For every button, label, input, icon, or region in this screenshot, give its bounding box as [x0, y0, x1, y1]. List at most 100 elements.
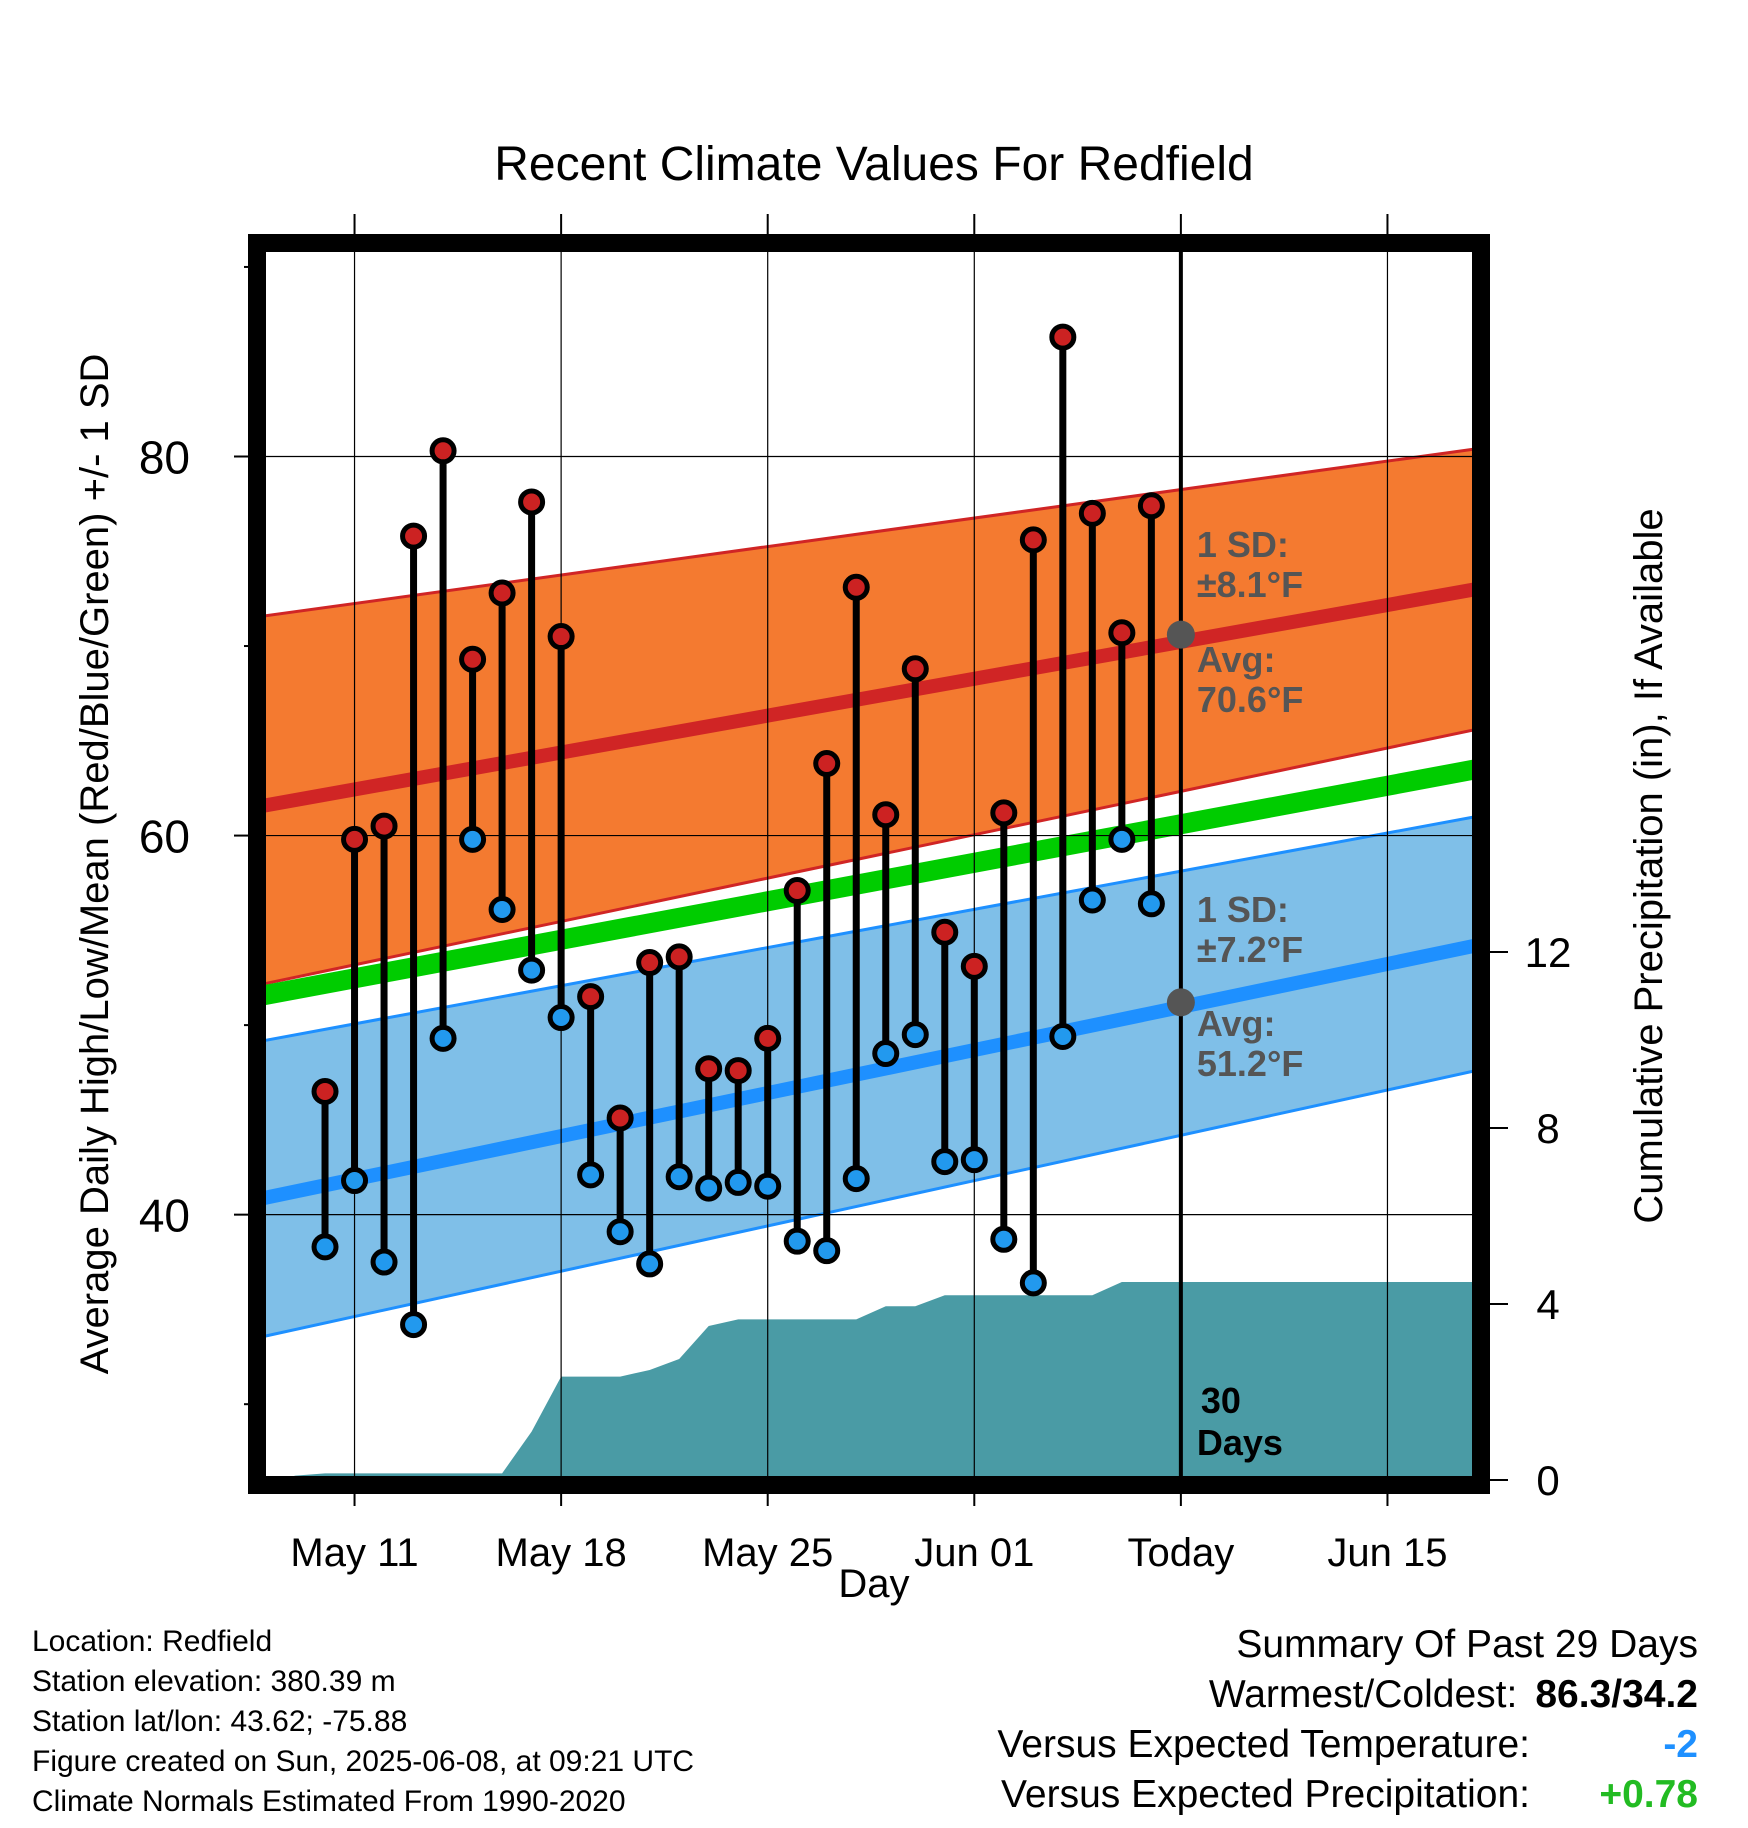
x-axis-label: Day [838, 1562, 909, 1606]
daily-low-point [872, 1040, 900, 1068]
daily-low-point [724, 1168, 752, 1196]
summary-temp-row: Versus Expected Temperature: -2 [997, 1720, 1698, 1770]
daily-values [311, 323, 1165, 1339]
daily-high-point [1108, 619, 1136, 647]
daily-high-point [311, 1077, 339, 1105]
precip-label: Versus Expected Precipitation: [1001, 1773, 1530, 1816]
daily-low-point [960, 1146, 988, 1174]
daily-low-point [459, 825, 487, 853]
summary-warmest-row: Warmest/Coldest: 86.3/34.2 [997, 1670, 1698, 1720]
daily-low-point [606, 1218, 634, 1246]
days-unit-label: Days [1197, 1422, 1283, 1463]
climate-chart: Recent Climate Values For Redfield 1 SD:… [73, 138, 1671, 1606]
daily-high-point [842, 573, 870, 601]
y-axis-right-label: Cumulative Precipitation (in), If Availa… [1627, 508, 1671, 1223]
daily-low-point [577, 1161, 605, 1189]
summary-panel: Summary Of Past 29 Days Warmest/Coldest:… [997, 1620, 1698, 1820]
elevation-text: Station elevation: 380.39 m [32, 1665, 396, 1698]
daily-low-point [1078, 886, 1106, 914]
y-right-tick-label: 4 [1536, 1281, 1559, 1328]
daily-high-point [488, 579, 516, 607]
daily-low-point [813, 1237, 841, 1265]
daily-low-point [665, 1163, 693, 1191]
high-sd-value: ±8.1°F [1197, 564, 1303, 605]
daily-low-point [370, 1248, 398, 1276]
daily-high-point [901, 655, 929, 683]
daily-low-point [488, 895, 516, 923]
daily-high-point [990, 799, 1018, 827]
y-right-tick-label: 12 [1525, 929, 1572, 976]
daily-low-point [695, 1174, 723, 1202]
daily-high-point [724, 1057, 752, 1085]
created-text: Figure created on Sun, 2025-06-08, at 09… [32, 1745, 695, 1778]
daily-high-point [695, 1055, 723, 1083]
y-tick-label: 80 [139, 431, 190, 483]
daily-high-point [754, 1024, 782, 1052]
low-avg-marker [1166, 988, 1195, 1017]
y-right-tick-label: 0 [1536, 1457, 1559, 1504]
precipitation-area [274, 1282, 1476, 1480]
latlon-text: Station lat/lon: 43.62; -75.88 [32, 1705, 408, 1738]
daily-high-point [931, 918, 959, 946]
warmest-value: 86.3/34.2 [1535, 1673, 1698, 1716]
daily-high-point [783, 877, 811, 905]
daily-high-point [1137, 492, 1165, 520]
daily-low-point [931, 1148, 959, 1176]
low-avg-label: Avg: [1197, 1003, 1276, 1044]
daily-low-point [1049, 1022, 1077, 1050]
plot-frame [248, 234, 1490, 1494]
y-right-tick-label: 8 [1536, 1105, 1559, 1152]
low-sd-value: ±7.2°F [1197, 929, 1303, 970]
daily-high-point [547, 623, 575, 651]
precip-cumulative-area [274, 1282, 1476, 1480]
high-sd-label: 1 SD: [1197, 524, 1289, 565]
temp-label: Versus Expected Temperature: [997, 1723, 1530, 1766]
daily-low-point [1019, 1269, 1047, 1297]
daily-low-point [1137, 890, 1165, 918]
station-info: Location: Redfield Station elevation: 38… [32, 1622, 694, 1822]
daily-high-point [400, 522, 428, 550]
high-sd-band [262, 448, 1476, 985]
high-avg-value: 70.6°F [1197, 679, 1303, 720]
y-tick-label: 40 [139, 1190, 190, 1242]
daily-low-point [518, 956, 546, 984]
x-tick-label: Jun 01 [914, 1531, 1034, 1575]
axes: May 11 May 18 May 25 Jun 01 Today Jun 1540608… [139, 214, 1572, 1575]
daily-high-point [429, 437, 457, 465]
y-tick-label: 60 [139, 811, 190, 863]
low-lower-line [262, 1069, 1476, 1339]
daily-low-point [400, 1311, 428, 1339]
location-text: Location: Redfield [32, 1625, 273, 1658]
daily-low-point [901, 1021, 929, 1049]
x-tick-label: May 11 [290, 1531, 418, 1575]
daily-high-point [459, 645, 487, 673]
daily-high-point [341, 825, 369, 853]
daily-high-point [872, 801, 900, 829]
daily-low-point [547, 1004, 575, 1032]
daily-high-point [1019, 526, 1047, 554]
precip-value: +0.78 [1599, 1773, 1698, 1816]
daily-high-point [1078, 499, 1106, 527]
chart-title: Recent Climate Values For Redfield [494, 138, 1253, 191]
daily-high-point [813, 750, 841, 778]
daily-high-point [577, 983, 605, 1011]
high-avg-label: Avg: [1197, 639, 1276, 680]
temp-value: -2 [1663, 1723, 1698, 1766]
daily-high-point [606, 1104, 634, 1132]
y-axis-left-label: Average Daily High/Low/Mean (Red/Blue/Gr… [73, 354, 117, 1375]
daily-high-point [636, 949, 664, 977]
days-count-label: 30 [1201, 1380, 1241, 1421]
daily-high-point [960, 952, 988, 980]
daily-low-point [842, 1165, 870, 1193]
daily-high-point [665, 943, 693, 971]
daily-high-point [370, 812, 398, 840]
daily-low-point [1108, 825, 1136, 853]
summary-precip-row: Versus Expected Precipitation: +0.78 [997, 1770, 1698, 1820]
x-tick-label: Today [1128, 1531, 1235, 1575]
daily-low-point [636, 1250, 664, 1278]
low-sd-label: 1 SD: [1197, 889, 1289, 930]
daily-low-point [990, 1225, 1018, 1253]
daily-low-point [341, 1167, 369, 1195]
summary-title: Summary Of Past 29 Days [1236, 1623, 1698, 1666]
daily-high-point [1049, 323, 1077, 351]
